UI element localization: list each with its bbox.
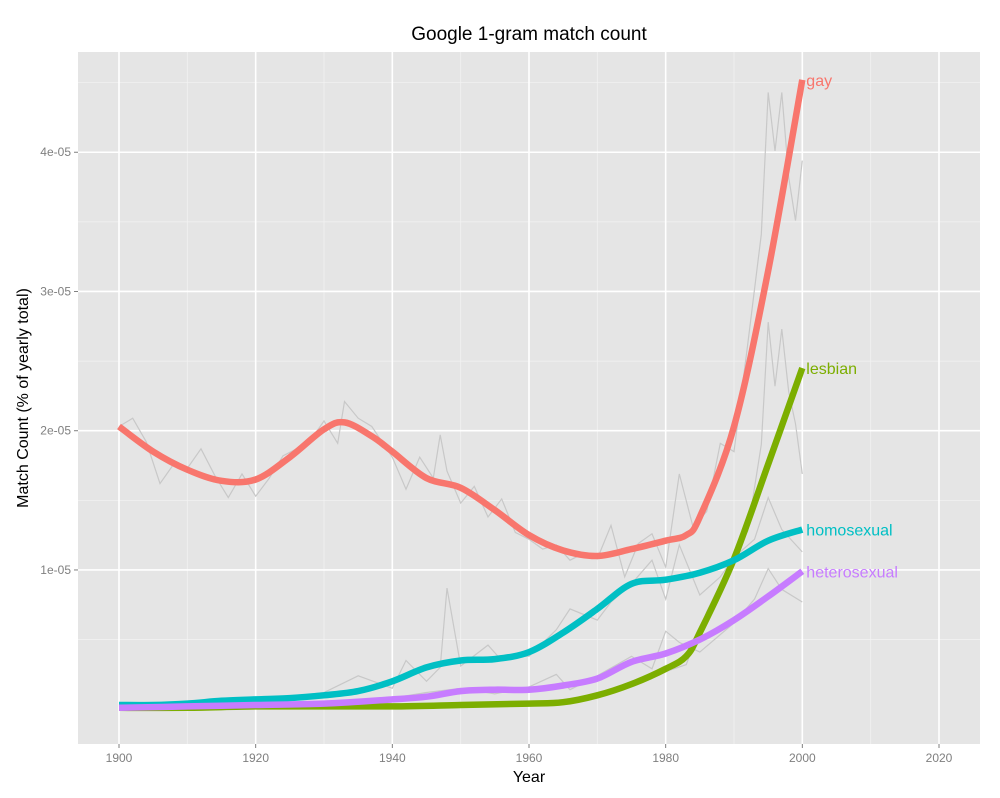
raw-series-line <box>118 495 803 706</box>
x-axis-ticks: 1900 1920 1940 1960 1980 2000 2020 <box>106 744 953 765</box>
x-tick-label: 2020 <box>926 751 953 765</box>
x-tick-label: 1920 <box>242 751 269 765</box>
series-label-heterosexual: heterosexual <box>806 564 898 581</box>
series-label-homosexual: homosexual <box>806 523 892 540</box>
y-tick-label: 2e-05 <box>40 424 71 438</box>
raw-series-line <box>118 567 803 709</box>
x-tick-label: 1980 <box>652 751 679 765</box>
x-tick-label: 1940 <box>379 751 406 765</box>
y-tick-label: 1e-05 <box>40 563 71 577</box>
smoothed-series-lines <box>117 79 806 712</box>
series-line-heterosexual <box>118 568 805 712</box>
x-tick-label: 2000 <box>789 751 816 765</box>
y-axis-ticks: 1e-05 2e-05 3e-05 4e-05 <box>40 145 78 577</box>
chart-title: Google 1-gram match count <box>411 24 647 45</box>
y-axis-title: Match Count (% of yearly total) <box>15 288 32 508</box>
x-tick-label: 1900 <box>106 751 133 765</box>
x-axis-title: Year <box>513 769 546 786</box>
x-tick-label: 1960 <box>516 751 543 765</box>
y-tick-label: 4e-05 <box>40 145 71 159</box>
y-tick-label: 3e-05 <box>40 284 71 298</box>
series-label-lesbian: lesbian <box>806 361 857 378</box>
major-grid <box>78 52 980 744</box>
raw-series-line <box>118 92 803 579</box>
series-label-gay: gay <box>806 73 832 90</box>
series-line-gay <box>117 79 806 560</box>
series-labels: gay lesbian homosexual heterosexual <box>806 73 898 581</box>
series-line-homosexual <box>118 526 804 709</box>
